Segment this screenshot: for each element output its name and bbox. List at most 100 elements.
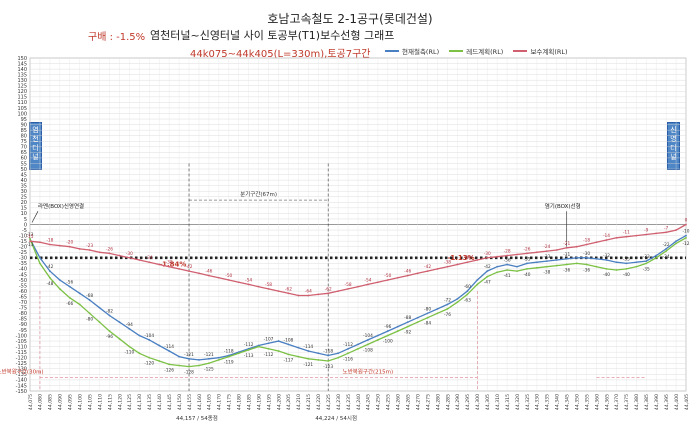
data-point-s2: [426, 316, 429, 319]
data-label-s2: -41: [504, 273, 511, 279]
data-point-s1: [506, 263, 508, 266]
legend-item-series1: 현재철측(RL): [385, 46, 439, 56]
x-tick-label: 44,155: [187, 394, 193, 410]
data-point-s3: [208, 274, 210, 277]
data-point-s1: [496, 265, 499, 268]
y-tick-label: -50: [19, 278, 27, 284]
data-label-s1: -104: [144, 333, 154, 339]
x-tick-label: 44,285: [445, 394, 451, 410]
data-point-s3: [198, 272, 200, 275]
data-point-s3: [645, 233, 648, 236]
data-point-s1: [615, 261, 618, 264]
data-point-s3: [376, 281, 379, 284]
slope-right-label: -1.13%: [447, 254, 474, 262]
data-point-s3: [118, 254, 121, 257]
data-point-s2: [545, 265, 548, 268]
data-point-s2: [655, 256, 658, 259]
x-tick-label: 44,165: [207, 394, 213, 410]
data-point-s2: [198, 364, 200, 367]
y-tick-label: -20: [19, 245, 27, 251]
data-point-s3: [78, 248, 81, 250]
data-label-s3: -38: [166, 260, 173, 266]
data-point-s2: [277, 350, 280, 352]
data-label-s1: -10: [682, 229, 689, 235]
data-label-s1: -72: [444, 297, 451, 303]
data-point-s3: [267, 287, 270, 290]
data-label-s1: -42: [46, 264, 53, 270]
data-point-s3: [486, 256, 489, 259]
data-point-s2: [665, 250, 668, 253]
data-point-s2: [108, 330, 111, 332]
data-point-s2: [118, 337, 121, 340]
data-point-s2: [337, 356, 340, 359]
data-point-s2: [446, 307, 449, 310]
data-point-s1: [128, 327, 131, 330]
y-tick-label: 45: [21, 172, 27, 178]
data-point-s3: [357, 285, 359, 288]
data-point-s1: [436, 307, 439, 310]
data-label-s3: -20: [66, 240, 73, 246]
data-label-s2: -120: [144, 361, 154, 367]
data-point-s3: [615, 236, 618, 239]
data-point-s3: [277, 290, 280, 292]
x-tick-label: 44,190: [256, 394, 262, 410]
data-point-s1: [347, 347, 349, 350]
roadbed-annotation-2: 노반복원구간(30m): [0, 367, 44, 375]
data-point-s3: [138, 259, 141, 261]
data-point-s2: [555, 264, 558, 267]
data-point-s1: [555, 259, 558, 261]
data-label-s1: -114: [164, 344, 174, 350]
data-point-s2: [585, 263, 588, 266]
data-point-s3: [446, 265, 449, 268]
x-tick-label: 44,360: [594, 394, 600, 410]
data-label-s2: -48: [46, 281, 53, 287]
data-label-s2: -80: [86, 316, 93, 322]
data-label-s2: -119: [224, 360, 234, 366]
data-point-s1: [376, 334, 379, 337]
x-tick-label: 44,400: [674, 394, 680, 410]
y-tick-label: 75: [21, 139, 27, 145]
data-point-s1: [685, 234, 687, 237]
data-point-s3: [347, 287, 349, 290]
data-point-s3: [386, 279, 389, 281]
data-point-s3: [227, 279, 230, 281]
data-label-s3: -50: [384, 273, 391, 279]
data-point-s2: [227, 355, 230, 358]
data-point-s3: [148, 261, 151, 264]
data-label-s2: -92: [404, 330, 411, 336]
data-point-s1: [327, 354, 330, 357]
data-label-s3: -30: [126, 251, 133, 257]
x-tick-label: 44,275: [425, 394, 431, 410]
data-point-s2: [58, 287, 61, 290]
data-point-s1: [217, 356, 220, 359]
data-point-s2: [267, 347, 270, 350]
data-point-s2: [635, 265, 638, 268]
data-point-s3: [545, 250, 548, 253]
data-label-s3: -54: [245, 277, 252, 283]
data-label-s1: -104: [363, 333, 373, 339]
y-tick-label: 80: [21, 134, 27, 140]
data-label-s1: -94: [126, 322, 133, 328]
data-point-s1: [605, 259, 608, 261]
data-label-s3: 0: [685, 218, 688, 224]
data-label-s1: -35: [523, 256, 530, 262]
data-label-s1: -56: [66, 280, 73, 286]
data-point-s2: [615, 269, 618, 271]
y-tick-label: -125: [16, 361, 27, 367]
data-point-s2: [307, 357, 310, 360]
y-tick-label: 130: [17, 78, 27, 84]
y-tick-label: 65: [21, 150, 27, 156]
data-label-s2: -36: [583, 267, 590, 273]
data-point-s3: [39, 241, 41, 244]
y-tick-label: 145: [17, 61, 27, 67]
data-label-s3: -18: [46, 237, 53, 243]
data-point-s2: [168, 363, 171, 366]
data-label-s2: -13: [26, 242, 33, 248]
data-point-s2: [247, 349, 250, 351]
x-tick-label: 44,215: [306, 394, 312, 410]
data-point-s1: [287, 343, 290, 346]
data-point-s3: [575, 245, 578, 248]
data-point-s3: [88, 249, 91, 251]
